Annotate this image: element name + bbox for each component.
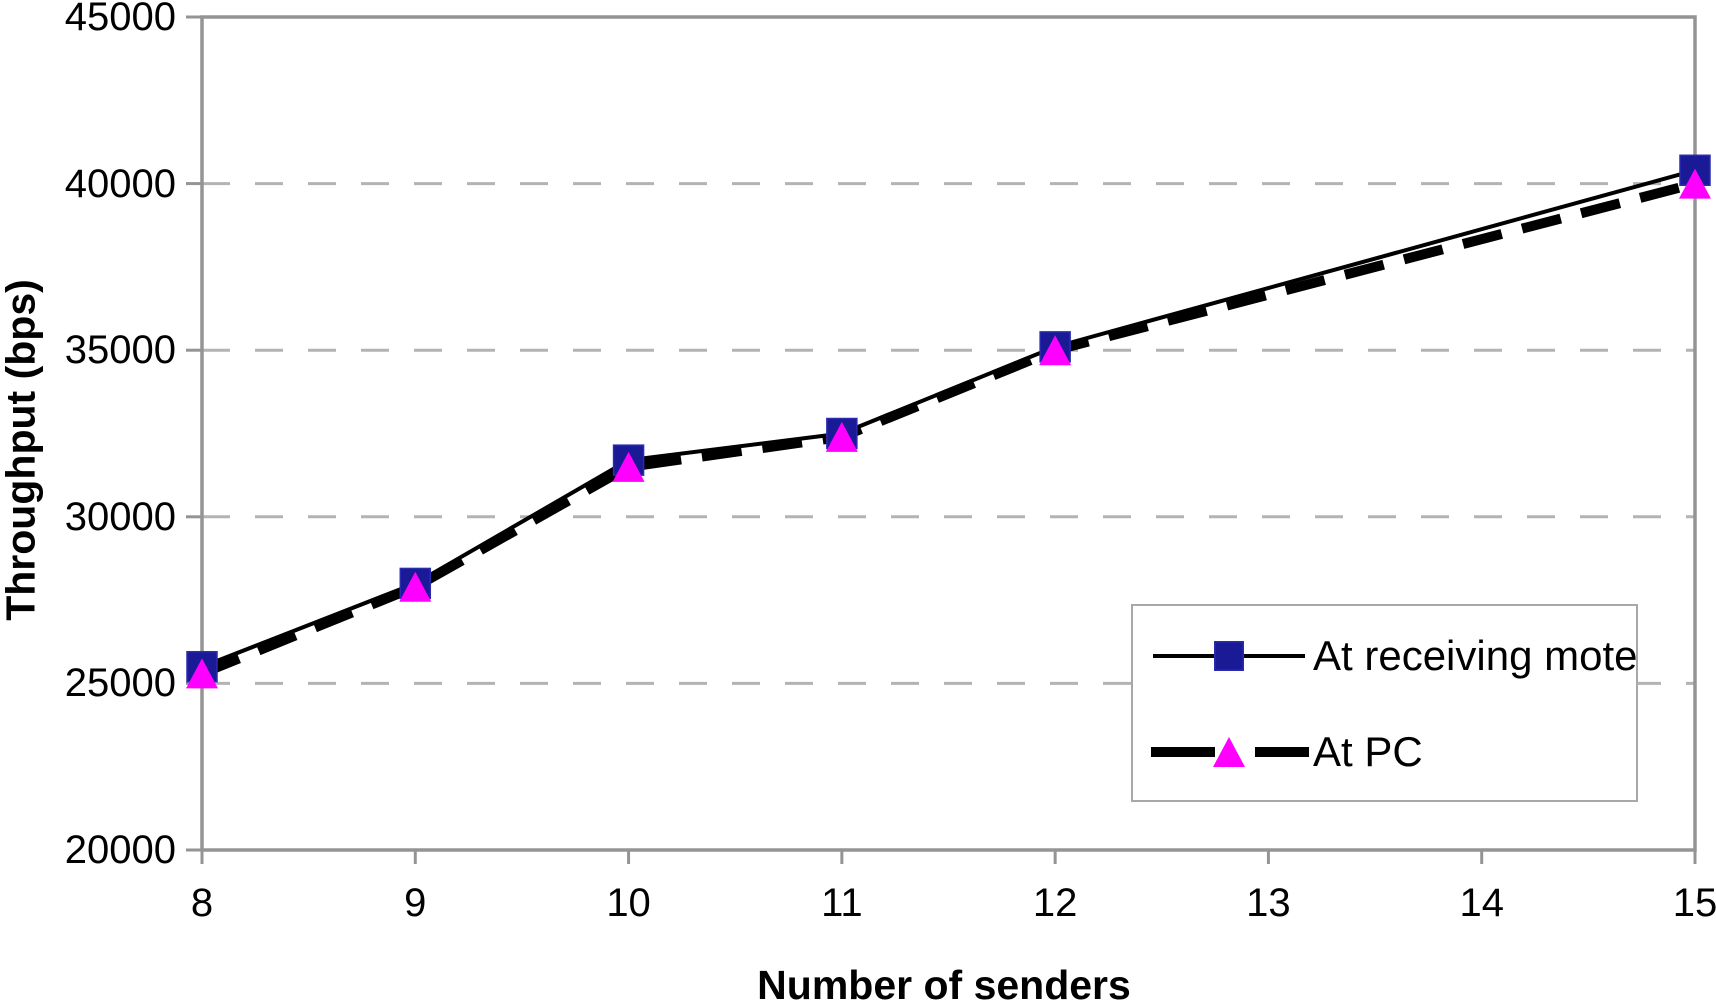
- y-axis-title: Throughput (bps): [0, 279, 44, 621]
- navy-square-marker-icon: [1214, 641, 1244, 671]
- x-tick-label: 14: [1459, 881, 1504, 925]
- y-tick-label: 25000: [64, 661, 176, 706]
- x-tick-label: 9: [404, 881, 427, 925]
- triangle-marker-icon: [186, 658, 218, 689]
- triangle-marker-icon: [399, 571, 432, 602]
- legend-sample-dashed-line: [1151, 722, 1309, 782]
- x-tick-label: 8: [190, 881, 214, 925]
- x-tick-label: 12: [1032, 881, 1078, 925]
- dashed-line-icon: [1151, 747, 1215, 757]
- legend-item-at-pc: At PC: [1151, 722, 1423, 782]
- x-axis-title: Number of senders: [757, 962, 1131, 1000]
- triangle-marker-icon: [1039, 335, 1072, 366]
- y-tick-label: 35000: [64, 328, 176, 373]
- x-tick-label: 13: [1246, 881, 1291, 925]
- y-tick-label: 40000: [64, 161, 176, 206]
- triangle-marker-icon: [825, 421, 858, 452]
- legend-label: At PC: [1313, 728, 1423, 775]
- y-tick-label: 45000: [64, 0, 176, 39]
- triangle-marker-icon: [1679, 168, 1711, 199]
- y-tick-label: 20000: [64, 828, 176, 872]
- legend-sample-solid-line: [1151, 626, 1309, 686]
- series-line-dashed: [200, 178, 1697, 679]
- magenta-triangle-marker-icon: [1213, 737, 1245, 767]
- x-tick-label: 15: [1672, 881, 1716, 925]
- legend-item-at-receiving-mote: At receiving mote: [1151, 626, 1637, 686]
- legend-label: At receiving mote: [1313, 632, 1638, 679]
- y-tick-label: 30000: [64, 494, 176, 539]
- x-tick-label: 10: [606, 881, 651, 925]
- series-markers-triangle: [186, 168, 1711, 689]
- dashed-line-icon: [1255, 747, 1309, 757]
- legend: At receiving mote At PC: [1131, 604, 1638, 802]
- triangle-marker-icon: [612, 451, 645, 482]
- x-tick-label: 11: [821, 881, 863, 925]
- plot-frame: [200, 15, 1697, 852]
